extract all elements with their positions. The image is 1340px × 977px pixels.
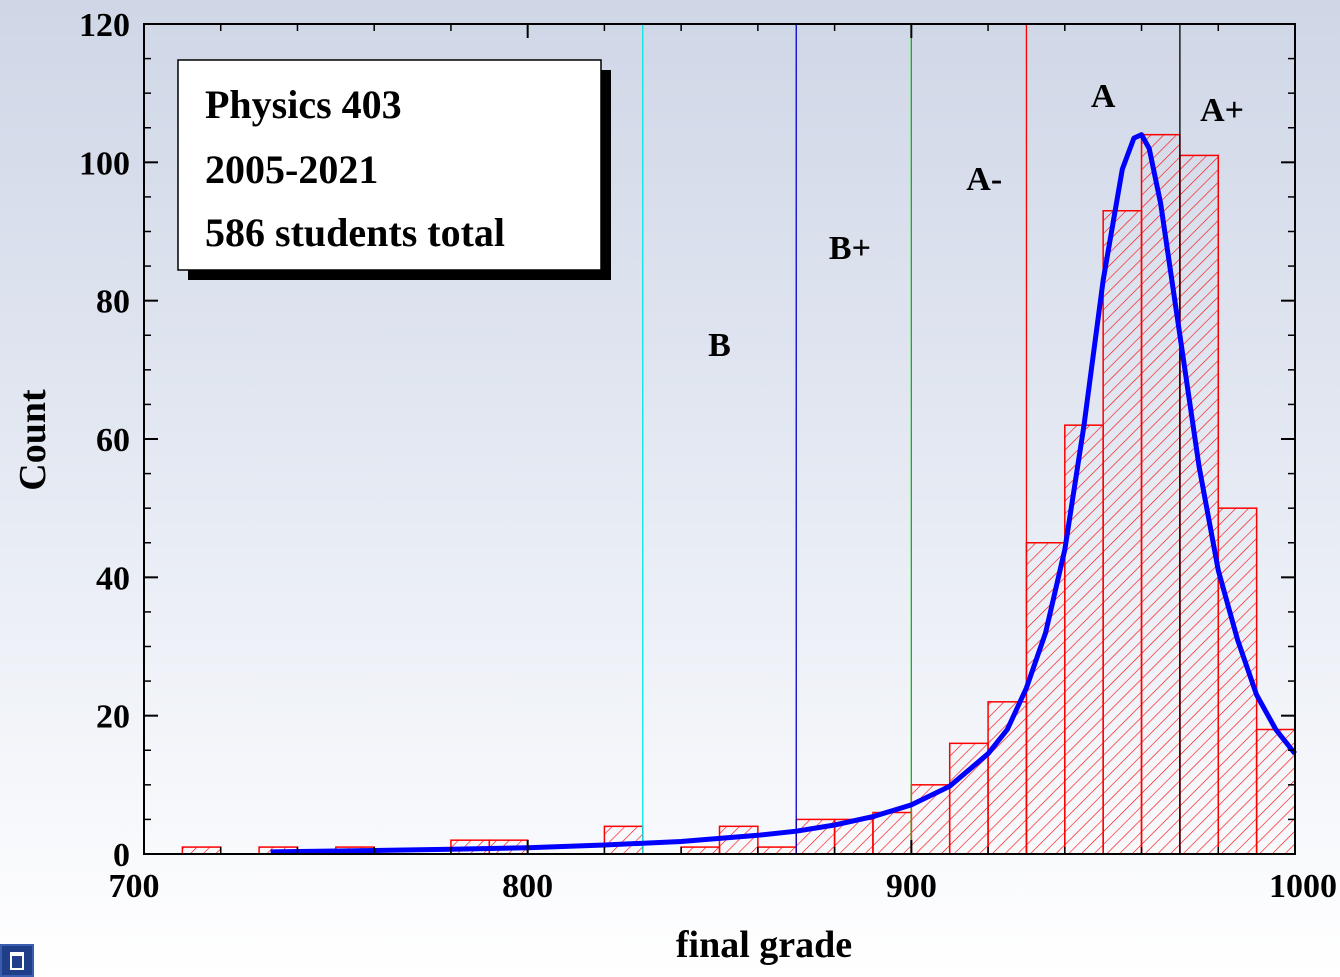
y-tick-label: 120	[79, 7, 130, 44]
institution-logo	[0, 944, 34, 977]
y-tick-label: 100	[79, 145, 130, 182]
fit-curve	[270, 132, 1297, 855]
grade-label: A-	[966, 161, 1002, 198]
histogram-bar	[1179, 154, 1220, 855]
grade-boundary-lines	[642, 24, 1181, 854]
y-tick-label: 0	[113, 837, 130, 874]
info-box: Physics 403 2005-2021 586 students total	[177, 59, 611, 280]
y-axis-title: Count	[12, 389, 54, 491]
histogram-bar	[680, 846, 721, 855]
grade-label: B	[708, 327, 731, 364]
histogram-bar	[872, 811, 913, 855]
histogram-bar	[1140, 133, 1181, 855]
grade-label: B+	[829, 230, 871, 267]
histogram-bar	[1064, 424, 1104, 855]
y-tick-label: 80	[96, 284, 130, 321]
histogram-bars	[181, 133, 1296, 855]
histogram-bar	[181, 846, 222, 855]
histogram-bar	[757, 846, 797, 855]
grade-labels: B B+ A- A A+	[708, 78, 1244, 364]
info-line-2: 2005-2021	[205, 147, 378, 192]
histogram-bar	[1025, 542, 1066, 855]
y-tick-label: 40	[96, 560, 130, 597]
y-tick-label: 20	[96, 699, 130, 736]
y-tick-label: 60	[96, 422, 130, 459]
x-tick-label: 900	[886, 868, 937, 905]
x-axis-title: final grade	[676, 924, 852, 966]
info-line-1: Physics 403	[205, 82, 402, 127]
x-tick-label: 700	[109, 868, 160, 905]
histogram-bar	[1102, 210, 1143, 855]
axis-ticks: 700 800 900 1000 0 20 40 60 80 100 120	[79, 7, 1337, 905]
info-box-panel	[177, 59, 602, 271]
grade-label: A	[1091, 78, 1116, 115]
grade-label: A+	[1200, 92, 1244, 129]
x-tick-label: 800	[502, 868, 553, 905]
x-tick-label: 1000	[1269, 868, 1337, 905]
info-line-3: 586 students total	[205, 210, 505, 255]
fit-curve-layer	[270, 132, 1297, 855]
histogram-bar	[603, 825, 644, 855]
